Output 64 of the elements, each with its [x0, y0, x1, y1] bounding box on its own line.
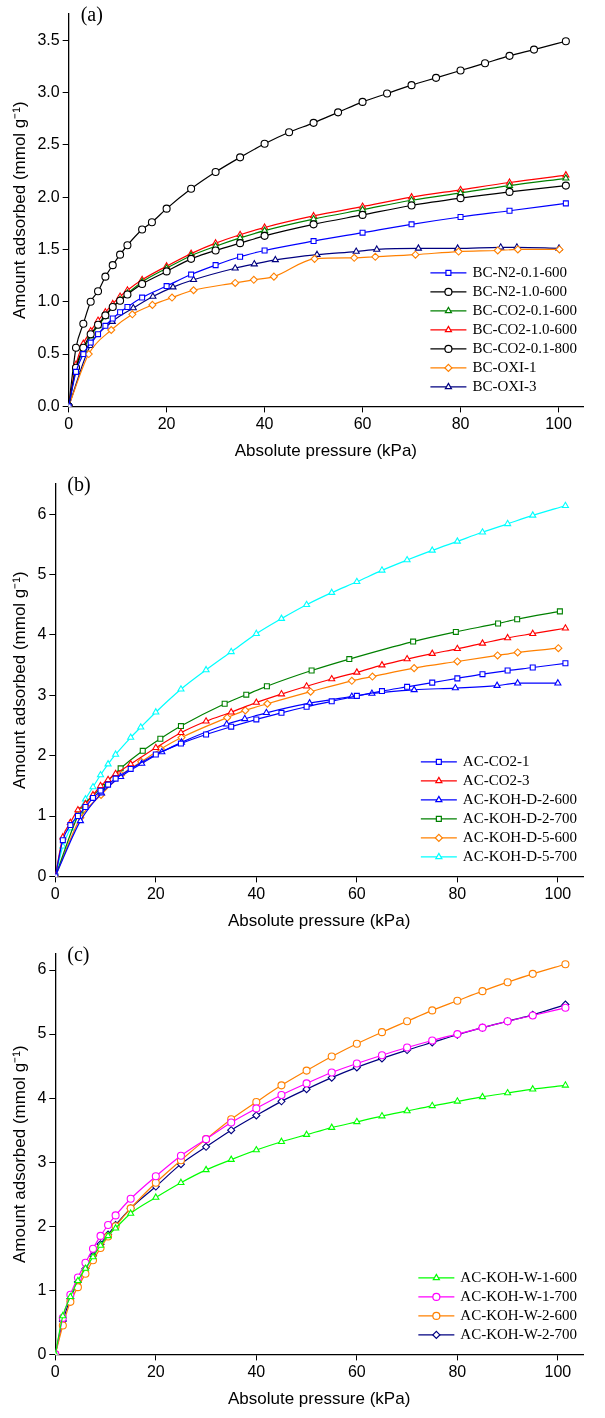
- y-tick-label: 0: [37, 866, 47, 884]
- legend-label: AC-KOH-D-2-600: [462, 790, 578, 807]
- legend-label: BC-OXI-3: [472, 377, 537, 394]
- legend-label: AC-KOH-W-1-600: [460, 1268, 578, 1285]
- legend-label: BC-CO2-0.1-800: [472, 339, 578, 356]
- y-tick-label: 2.0: [37, 187, 60, 205]
- x-tick-label: 100: [545, 415, 572, 433]
- legend-label: BC-N2-0.1-600: [472, 263, 567, 280]
- y-tick-label: 0.5: [37, 344, 60, 362]
- y-axis-title: Amount adsorbed (mmol g⁻¹): [9, 101, 29, 320]
- legend-label: BC-CO2-0.1-600: [472, 301, 578, 318]
- y-axis-title: Amount adsorbed (mmol g⁻¹): [9, 1045, 29, 1264]
- y-tick-label: 6: [37, 504, 47, 522]
- y-tick-label: 1: [37, 1280, 47, 1298]
- y-tick-label: 5: [37, 1024, 47, 1042]
- x-tick-label: 60: [347, 885, 366, 903]
- legend-label: AC-KOH-W-1-700: [460, 1287, 578, 1304]
- x-tick-label: 20: [157, 415, 176, 433]
- legend-label: AC-KOH-W-2-600: [460, 1306, 578, 1323]
- legend-label: AC-CO2-3: [462, 771, 530, 788]
- y-tick-label: 0.0: [37, 396, 60, 414]
- x-tick-label: 40: [247, 1363, 266, 1381]
- x-axis-title: Absolute pressure (kPa): [234, 441, 418, 461]
- y-tick-label: 4: [37, 625, 47, 643]
- legend-label: AC-CO2-1: [462, 752, 530, 769]
- y-tick-label: 0: [37, 1344, 47, 1362]
- x-tick-label: 20: [146, 1363, 165, 1381]
- chart-title: (c): [67, 943, 90, 967]
- y-tick-label: 1.0: [37, 292, 60, 310]
- x-tick-label: 100: [544, 1363, 572, 1381]
- y-tick-label: 1.5: [37, 239, 60, 257]
- x-tick-label: 0: [64, 415, 74, 433]
- y-axis-title: Amount adsorbed (mmol g⁻¹): [9, 571, 29, 790]
- x-tick-label: 40: [255, 415, 274, 433]
- y-tick-label: 4: [37, 1088, 47, 1106]
- x-tick-label: 80: [448, 1363, 467, 1381]
- legend-label: BC-OXI-1: [472, 358, 537, 375]
- legend-label: BC-N2-1.0-600: [472, 282, 567, 299]
- x-tick-label: 80: [448, 885, 467, 903]
- y-tick-label: 3.0: [37, 82, 60, 100]
- y-tick-label: 5: [37, 564, 47, 582]
- x-tick-label: 100: [544, 885, 572, 903]
- x-tick-label: 20: [146, 885, 165, 903]
- chart-title: (a): [80, 3, 103, 27]
- y-tick-label: 3.5: [37, 30, 60, 48]
- x-tick-label: 80: [451, 415, 470, 433]
- x-tick-label: 60: [353, 415, 372, 433]
- x-tick-label: 40: [247, 885, 266, 903]
- legend-label: AC-KOH-W-2-700: [460, 1325, 578, 1342]
- y-tick-label: 3: [37, 685, 47, 703]
- y-tick-label: 3: [37, 1152, 47, 1170]
- x-axis-title: Absolute pressure (kPa): [227, 911, 411, 931]
- y-tick-label: 6: [37, 960, 47, 978]
- y-tick-label: 2: [37, 1216, 47, 1234]
- legend-label: AC-KOH-D-5-600: [462, 828, 578, 845]
- chart-title: (b): [67, 473, 91, 497]
- x-tick-label: 60: [347, 1363, 366, 1381]
- x-axis-title: Absolute pressure (kPa): [227, 1389, 411, 1409]
- legend-label: BC-CO2-1.0-600: [472, 320, 578, 337]
- legend-label: AC-KOH-D-5-700: [462, 847, 578, 864]
- y-tick-label: 1: [37, 806, 47, 824]
- legend-label: AC-KOH-D-2-700: [462, 809, 578, 826]
- y-tick-label: 2.5: [37, 135, 60, 153]
- y-tick-label: 2: [37, 746, 47, 764]
